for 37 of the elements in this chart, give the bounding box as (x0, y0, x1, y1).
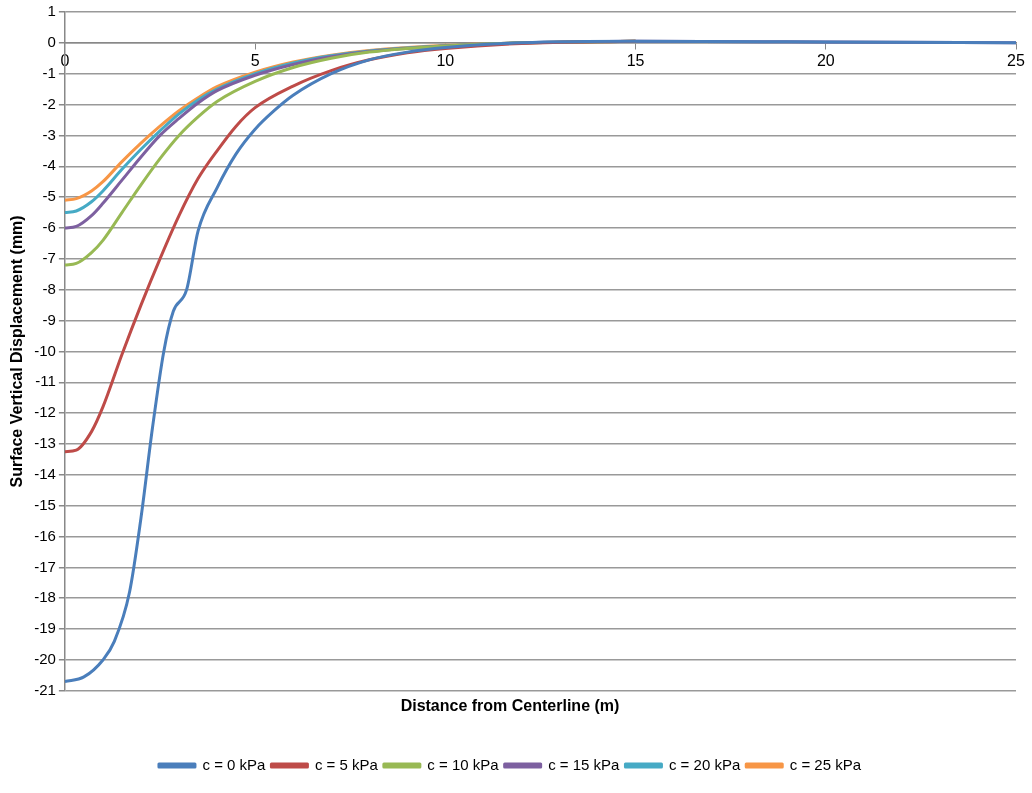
legend-label: c = 5 kPa (314, 755, 379, 773)
y-axis-title: Surface Vertical Displacement (mm) (8, 215, 26, 488)
x-tick-label: 10 (436, 51, 455, 69)
y-tick-label: -2 (42, 94, 56, 112)
legend-label: c = 10 kPa (427, 755, 500, 773)
y-tick-label: -19 (34, 619, 56, 637)
y-tick-label: -20 (34, 650, 56, 668)
y-tick-label: -9 (42, 310, 56, 328)
y-tick-label: -14 (34, 464, 56, 482)
y-tick-label: -16 (34, 526, 56, 544)
legend-label: c = 15 kPa (548, 755, 621, 773)
x-tick-label: 0 (60, 51, 70, 69)
x-tick-label: 15 (626, 51, 645, 69)
y-tick-label: -8 (42, 279, 56, 297)
y-tick-label: -18 (34, 588, 56, 606)
y-tick-label: -13 (34, 434, 56, 452)
legend-label: c = 0 kPa (202, 755, 267, 773)
y-tick-label: -3 (42, 125, 56, 143)
y-tick-label: -10 (34, 341, 56, 359)
legend-label: c = 25 kPa (789, 755, 862, 773)
y-tick-label: -7 (42, 248, 56, 266)
y-tick-label: -15 (34, 495, 56, 513)
y-tick-label: -4 (42, 156, 56, 174)
y-tick-label: -11 (35, 372, 56, 390)
y-tick-label: -5 (42, 187, 56, 205)
x-axis-title: Distance from Centerline (m) (400, 697, 620, 715)
x-tick-label: 25 (1007, 51, 1025, 69)
y-tick-label: -12 (34, 403, 56, 421)
y-tick-label: -1 (42, 63, 56, 81)
y-tick-label: -6 (42, 218, 56, 236)
y-tick-label: 1 (47, 2, 56, 20)
x-tick-label: 20 (816, 51, 835, 69)
x-tick-label: 5 (250, 51, 260, 69)
y-tick-label: -21 (34, 680, 56, 698)
legend-label: c = 20 kPa (668, 755, 741, 773)
y-tick-label: -17 (34, 557, 56, 575)
y-tick-label: 0 (47, 33, 56, 50)
